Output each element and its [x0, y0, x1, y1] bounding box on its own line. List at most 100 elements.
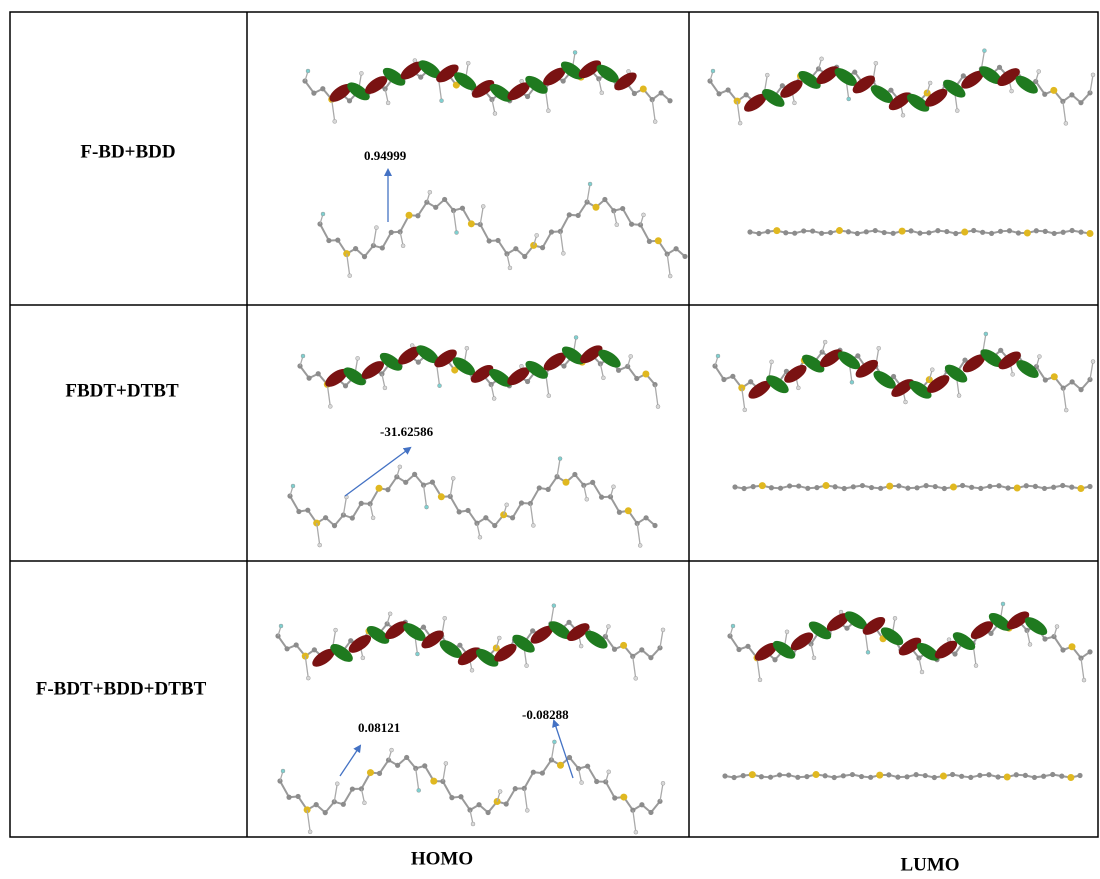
hydrogen [579, 644, 583, 648]
atom [295, 794, 300, 799]
hydrogen [866, 650, 870, 654]
hydrogen [901, 113, 905, 117]
atom [343, 383, 348, 388]
atom [886, 483, 893, 490]
hydrogen [470, 668, 474, 672]
hydrogen [600, 91, 604, 95]
atom [959, 774, 964, 779]
hydrogen [535, 233, 539, 237]
dipole-arrow [554, 721, 573, 778]
atom [932, 775, 937, 780]
atom [620, 206, 625, 211]
atom [1061, 230, 1066, 235]
hydrogen [321, 212, 325, 216]
atom [795, 775, 800, 780]
atom [513, 786, 518, 791]
hydrogen [928, 81, 932, 85]
atom [612, 795, 617, 800]
bond [305, 656, 308, 678]
atom [864, 229, 869, 234]
atom [716, 91, 721, 96]
bond [424, 485, 427, 507]
bond [317, 523, 320, 545]
molecule-drawings [275, 49, 1095, 835]
atom [652, 523, 657, 528]
hydrogen [291, 484, 295, 488]
atom [465, 508, 470, 513]
atom [620, 794, 627, 801]
bond [480, 206, 483, 224]
hydrogen [711, 69, 715, 73]
atom [1042, 486, 1047, 491]
atom [594, 779, 599, 784]
atom [850, 772, 855, 777]
atom [796, 483, 801, 488]
atom [869, 485, 874, 490]
hydrogen [428, 190, 432, 194]
dipole-value: 0.08121 [358, 720, 400, 735]
hydrogen [374, 226, 378, 230]
hydrogen [611, 485, 615, 489]
hydrogen [492, 397, 496, 401]
atom [899, 228, 906, 235]
bond [551, 606, 554, 624]
bond [551, 742, 554, 760]
bond [1090, 362, 1093, 380]
hydrogen [601, 376, 605, 380]
atom [449, 795, 454, 800]
atom [648, 655, 653, 660]
atom [891, 231, 896, 236]
atom [950, 772, 955, 777]
hydrogen [383, 386, 387, 390]
hydrogen [465, 346, 469, 350]
atom [438, 493, 445, 500]
atom [316, 371, 321, 376]
atom [1032, 775, 1037, 780]
bond [983, 334, 986, 352]
hydrogen [661, 781, 665, 785]
hydrogen [585, 497, 589, 501]
hydrogen [493, 112, 497, 116]
atom [1069, 643, 1076, 650]
hydrogen [371, 516, 375, 520]
atom [759, 774, 764, 779]
atom [924, 483, 929, 488]
atom [567, 212, 572, 217]
bond-chain [290, 474, 655, 525]
atom [813, 771, 820, 778]
hydrogen [497, 636, 501, 640]
hydrogen [531, 523, 535, 527]
atom [960, 483, 965, 488]
atom [1060, 483, 1065, 488]
hydrogen [498, 790, 502, 794]
atom [513, 246, 518, 251]
atom [987, 484, 992, 489]
hydrogen [455, 231, 459, 235]
atom [1042, 92, 1047, 97]
bond [757, 658, 760, 680]
atom [736, 647, 741, 652]
hydrogen [1028, 642, 1032, 646]
atom [616, 368, 621, 373]
hydrogen [415, 652, 419, 656]
atom [312, 647, 317, 652]
hydrogen [661, 628, 665, 632]
atom [844, 626, 849, 631]
atom [998, 348, 1003, 353]
hydrogen [356, 356, 360, 360]
hydrogen [765, 73, 769, 77]
atom [978, 486, 983, 491]
atom [860, 483, 865, 488]
atom [347, 98, 352, 103]
atom [769, 485, 774, 490]
atom [842, 486, 847, 491]
atom [832, 775, 837, 780]
atom [510, 515, 515, 520]
atom [823, 482, 830, 489]
atom [745, 644, 750, 649]
bond [633, 810, 636, 832]
atom [305, 508, 310, 513]
atom [602, 197, 607, 202]
atom [998, 229, 1003, 234]
atom [1033, 484, 1038, 489]
